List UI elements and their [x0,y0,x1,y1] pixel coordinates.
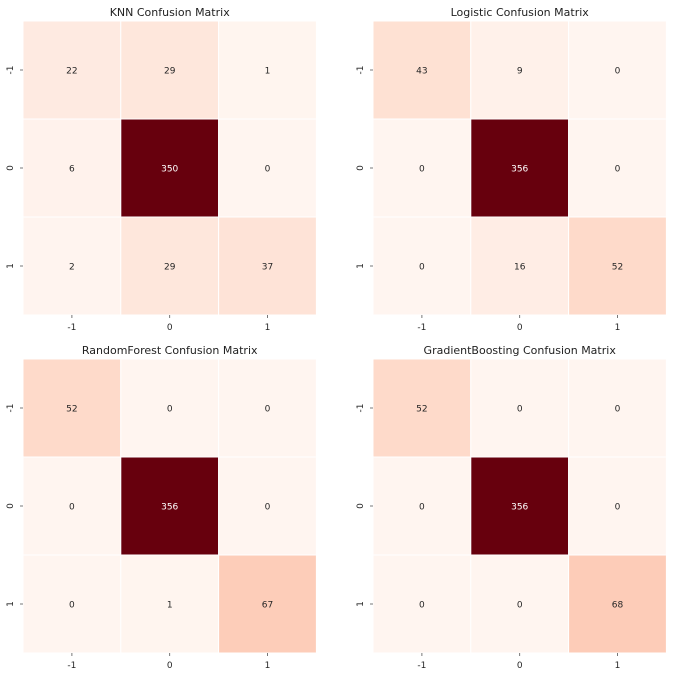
knn-cell-label: 350 [161,165,178,175]
knn-confusion-matrix-chart: KNN Confusion Matrix 22 29 1 6 350 0 2 29 37 -1 0 1 -… [6,6,317,333]
randomforest-cell-label: 67 [262,601,273,611]
knn-x-tick-label: -1 [67,323,76,333]
gradientboosting-chart-title: GradientBoosting Confusion Matrix [424,344,617,357]
logistic-confusion-matrix-chart: Logistic Confusion Matrix 43 9 0 0 356 0 0 16 52 -… [356,6,667,333]
logistic-cell-label: 0 [615,165,621,175]
gradientboosting-confusion-matrix-chart: GradientBoosting Confusion Matrix 52 0 0 0 35… [356,344,667,671]
knn-cell-label: 29 [164,67,176,77]
logistic-x-tick-label: 1 [615,323,621,333]
randomforest-cell-1-1 [120,456,220,556]
randomforest-x-tick-label: 1 [265,661,271,671]
knn-cell-label: 29 [164,263,176,273]
knn-y-tick-label: -1 [6,66,16,75]
gradientboosting-cell-label: 52 [416,405,427,415]
gradientboosting-y-tick-label: -1 [356,404,366,413]
logistic-cell-label: 0 [419,165,425,175]
gradientboosting-cell-1-0 [372,456,472,556]
logistic-y-tick-label: 0 [356,165,366,171]
gradientboosting-x-tick-label: 1 [615,661,621,671]
randomforest-y-tick-label: -1 [6,404,16,413]
randomforest-cell-2-1 [120,554,220,654]
logistic-cell-2-2 [568,216,667,316]
logistic-x-tick-label: -1 [417,323,426,333]
gradientboosting-cell-label: 68 [612,601,624,611]
logistic-cell-label: 16 [514,263,526,273]
logistic-cell-0-1 [470,20,570,120]
randomforest-x-tick-label: 0 [167,661,173,671]
knn-cell-1-2 [218,118,317,218]
logistic-cell-label: 52 [612,263,623,273]
gradientboosting-cell-label: 0 [517,601,523,611]
gradientboosting-cell-2-1 [470,554,570,654]
knn-cell-label: 1 [265,67,271,77]
gradientboosting-y-tick-label: 1 [356,601,366,607]
randomforest-cell-2-2 [218,554,317,654]
logistic-cell-0-0 [372,20,472,120]
randomforest-cell-label: 0 [265,405,271,415]
randomforest-cell-label: 0 [69,503,75,513]
gradientboosting-cell-label: 0 [615,503,621,513]
logistic-cell-0-2 [568,20,667,120]
randomforest-y-tick-label: 0 [6,503,16,509]
randomforest-cell-label: 0 [265,503,271,513]
logistic-cell-label: 0 [615,67,621,77]
randomforest-cell-0-0 [22,358,122,458]
gradientboosting-cell-1-1 [470,456,570,556]
logistic-x-tick-label: 0 [517,323,523,333]
knn-x-tick-label: 0 [167,323,173,333]
randomforest-cell-label: 52 [66,405,77,415]
logistic-cell-label: 0 [419,263,425,273]
randomforest-cell-1-2 [218,456,317,556]
knn-cell-label: 22 [66,67,77,77]
logistic-cell-label: 9 [517,67,523,77]
gradientboosting-cell-2-0 [372,554,472,654]
randomforest-cell-0-1 [120,358,220,458]
logistic-cell-label: 356 [511,165,528,175]
knn-cell-label: 2 [69,263,75,273]
gradientboosting-cell-label: 0 [517,405,523,415]
gradientboosting-y-tick-label: 0 [356,503,366,509]
gradientboosting-x-tick-label: 0 [517,661,523,671]
logistic-cell-label: 43 [416,67,427,77]
knn-cell-label: 0 [265,165,271,175]
knn-cell-1-1 [120,118,220,218]
knn-cell-0-1 [120,20,220,120]
logistic-cell-1-1 [470,118,570,218]
knn-cell-0-2 [218,20,317,120]
logistic-y-tick-label: 1 [356,263,366,269]
knn-x-tick-label: 1 [265,323,271,333]
randomforest-cell-label: 1 [167,601,173,611]
randomforest-cell-1-0 [22,456,122,556]
knn-y-tick-label: 0 [6,165,16,171]
randomforest-y-tick-label: 1 [6,601,16,607]
gradientboosting-cell-2-2 [568,554,667,654]
knn-chart-title: KNN Confusion Matrix [110,6,231,19]
logistic-cell-2-1 [470,216,570,316]
knn-cell-0-0 [22,20,122,120]
knn-cell-2-1 [120,216,220,316]
knn-cell-label: 37 [262,263,273,273]
randomforest-cell-label: 0 [69,601,75,611]
logistic-chart-title: Logistic Confusion Matrix [451,6,590,19]
gradientboosting-x-tick-label: -1 [417,661,426,671]
randomforest-cell-label: 0 [167,405,173,415]
logistic-cell-1-0 [372,118,472,218]
logistic-cell-1-2 [568,118,667,218]
randomforest-cell-label: 356 [161,503,178,513]
knn-y-tick-label: 1 [6,263,16,269]
randomforest-chart-title: RandomForest Confusion Matrix [82,344,258,357]
knn-cell-1-0 [22,118,122,218]
randomforest-confusion-matrix-chart: RandomForest Confusion Matrix 52 0 0 0 356 0 0 1… [6,344,317,671]
gradientboosting-cell-label: 356 [511,503,528,513]
logistic-y-tick-label: -1 [356,66,366,75]
gradientboosting-cell-1-2 [568,456,667,556]
knn-cell-label: 6 [69,165,75,175]
randomforest-x-tick-label: -1 [67,661,76,671]
gradientboosting-cell-label: 0 [615,405,621,415]
gradientboosting-cell-label: 0 [419,503,425,513]
gradientboosting-cell-label: 0 [419,601,425,611]
